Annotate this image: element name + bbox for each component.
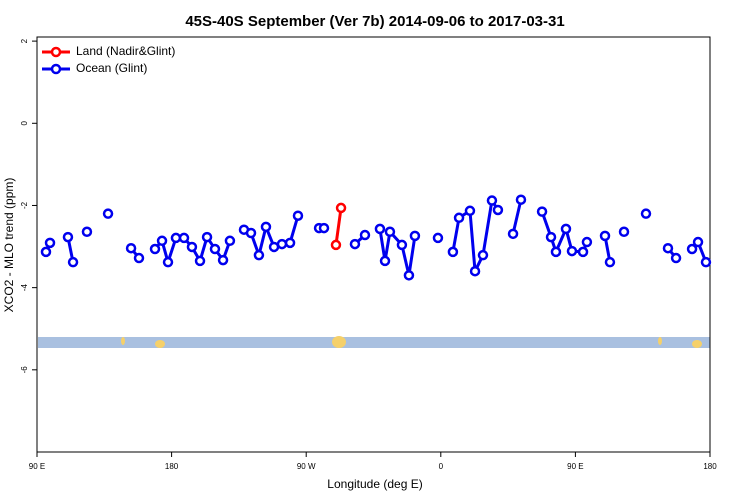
data-point <box>209 243 221 255</box>
data-point <box>44 237 56 249</box>
data-point <box>330 239 342 251</box>
y-tick-label: -2 <box>20 201 29 209</box>
data-point <box>560 223 572 235</box>
y-tick-label: 0 <box>20 121 29 126</box>
data-point <box>686 243 698 255</box>
data-point <box>125 242 137 254</box>
chart-title: 45S-40S September (Ver 7b) 2014-09-06 to… <box>185 13 564 30</box>
data-point <box>67 256 79 268</box>
x-axis-label: Longitude (deg E) <box>327 477 422 491</box>
data-point <box>464 205 476 217</box>
y-tick-label: 2 <box>20 38 29 43</box>
plot-frame <box>36 36 711 453</box>
data-point <box>81 226 93 238</box>
data-point <box>550 246 562 258</box>
land-patch <box>155 340 165 348</box>
data-point <box>194 255 206 267</box>
data-point <box>545 231 557 243</box>
data-point <box>432 232 444 244</box>
data-point <box>379 255 391 267</box>
x-tick-label: 90 W <box>297 462 316 471</box>
land-patch <box>658 337 662 345</box>
data-point <box>599 230 611 242</box>
land-patch <box>692 340 702 348</box>
y-axis-label: XCO2 - MLO trend (ppm) <box>2 178 16 313</box>
data-point <box>149 243 161 255</box>
legend: Land (Nadir&Glint) Ocean (Glint) <box>42 44 175 75</box>
data-point <box>453 212 465 224</box>
data-point <box>507 228 519 240</box>
data-point <box>62 231 74 243</box>
legend-marker <box>50 46 62 58</box>
series-line <box>334 207 343 246</box>
data-point <box>284 237 296 249</box>
data-point <box>170 232 182 244</box>
data-point <box>604 256 616 268</box>
x-tick-label: 90 E <box>29 462 45 471</box>
data-point <box>692 236 704 248</box>
y-tick-label: -4 <box>20 284 29 292</box>
data-point <box>447 246 459 258</box>
data-point <box>253 249 265 261</box>
data-point <box>292 210 304 221</box>
y-tick-label: -6 <box>20 366 29 374</box>
data-point <box>477 249 489 261</box>
data-point <box>536 206 548 217</box>
data-point <box>384 226 396 238</box>
data-point <box>577 246 589 258</box>
data-point <box>515 194 527 205</box>
map-strip <box>38 336 710 348</box>
data-point <box>178 232 190 244</box>
x-tick-label: 180 <box>165 462 179 471</box>
data-point <box>40 246 52 258</box>
data-point <box>162 256 174 268</box>
data-point <box>670 252 682 264</box>
data-point <box>566 245 578 257</box>
data-point <box>640 208 652 219</box>
data-point <box>469 265 481 277</box>
data-point <box>359 229 371 241</box>
ocean-strip <box>38 337 710 348</box>
x-tick-label: 0 <box>439 462 444 471</box>
data-point <box>700 256 712 268</box>
land-patch <box>121 337 125 345</box>
data-point <box>318 222 330 234</box>
data-point <box>276 238 288 250</box>
data-point <box>403 270 415 281</box>
legend-label: Land (Nadir&Glint) <box>76 44 175 58</box>
legend-label: Ocean (Glint) <box>76 61 147 75</box>
data-point <box>102 208 114 219</box>
data-point <box>201 231 213 243</box>
data-point <box>133 252 145 264</box>
data-point <box>486 195 498 206</box>
x-tick-label: 90 E <box>567 462 583 471</box>
data-point <box>581 236 593 248</box>
data-point <box>492 204 504 216</box>
data-point <box>224 235 236 247</box>
data-point <box>396 239 408 251</box>
data-point <box>335 202 347 214</box>
data-point <box>217 254 229 266</box>
data-point <box>409 230 421 242</box>
data-point <box>186 241 198 253</box>
data-point <box>245 227 257 239</box>
data-point <box>662 242 674 254</box>
legend-marker <box>50 63 62 75</box>
data-point <box>349 238 361 250</box>
data-point <box>260 221 272 233</box>
land-patch <box>332 336 346 348</box>
x-tick-label: 180 <box>703 462 717 471</box>
data-point <box>618 226 630 238</box>
data-point <box>374 223 386 235</box>
data-point <box>156 235 168 247</box>
